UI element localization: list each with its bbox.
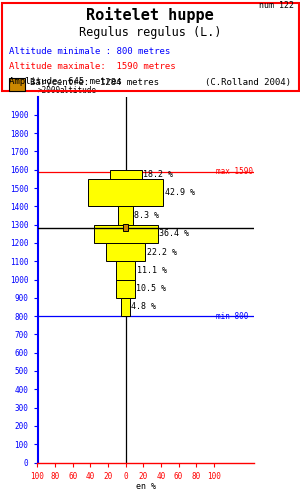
Text: Barycentre:  1284 metres: Barycentre: 1284 metres	[30, 78, 159, 87]
Text: 4.8 %: 4.8 %	[131, 302, 156, 312]
Bar	[123, 224, 128, 231]
Text: 8.3 %: 8.3 %	[134, 211, 159, 220]
Bar	[118, 206, 133, 224]
Text: 18.2 %: 18.2 %	[143, 170, 173, 179]
Text: Amplitude: 645 metres: Amplitude: 645 metres	[9, 77, 122, 86]
Text: >2000: >2000	[38, 86, 61, 94]
Bar	[122, 298, 130, 316]
X-axis label: en %: en %	[136, 482, 155, 491]
Text: Regulus regulus (L.): Regulus regulus (L.)	[79, 26, 221, 40]
Text: (C.Rolland 2004): (C.Rolland 2004)	[205, 78, 291, 87]
Bar	[110, 170, 142, 179]
Bar	[106, 243, 145, 261]
Bar	[88, 179, 164, 206]
Text: 22.2 %: 22.2 %	[147, 248, 177, 256]
Text: Roitelet huppe: Roitelet huppe	[86, 6, 214, 22]
Text: altitude: altitude	[59, 86, 97, 94]
Bar	[116, 261, 135, 280]
Text: min 800: min 800	[216, 312, 248, 320]
Text: Altitude minimale : 800 metres: Altitude minimale : 800 metres	[9, 47, 170, 56]
Bar	[9, 78, 26, 91]
Text: 11.1 %: 11.1 %	[137, 266, 167, 275]
Text: num 122: num 122	[259, 1, 294, 10]
Text: 10.5 %: 10.5 %	[136, 284, 166, 293]
Text: max 1590: max 1590	[216, 167, 253, 176]
Bar	[116, 280, 135, 298]
Text: 42.9 %: 42.9 %	[165, 188, 195, 197]
Text: 36.4 %: 36.4 %	[159, 229, 189, 238]
Text: Altitude maximale:  1590 metres: Altitude maximale: 1590 metres	[9, 62, 175, 71]
Bar	[94, 224, 158, 243]
